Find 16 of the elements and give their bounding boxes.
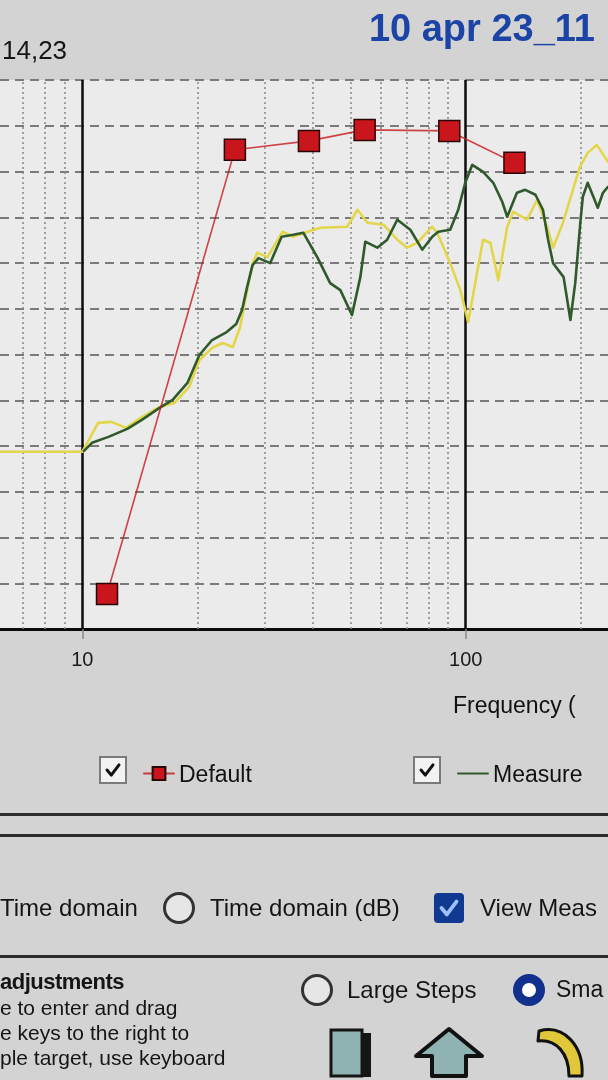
- legend-label: Default: [179, 760, 253, 787]
- text: Large Steps: [347, 975, 477, 1004]
- text: Time domain: [0, 893, 138, 922]
- text: Time domain (dB): [210, 893, 400, 922]
- x-tick-label: 100: [449, 648, 483, 670]
- x-axis-title: Frequency (: [453, 691, 577, 718]
- text: e keys to the right to: [0, 1021, 190, 1045]
- legend-label: Measure: [493, 760, 583, 787]
- text: e to enter and drag: [0, 996, 178, 1020]
- text: ple target, use keyboard: [0, 1046, 226, 1070]
- text: Sma: [556, 976, 604, 1003]
- text: adjustments: [0, 968, 125, 995]
- text: View Meas: [480, 893, 597, 922]
- chart-title: 10 apr 23_11: [368, 7, 595, 49]
- text: 14,23: [2, 34, 68, 65]
- x-tick-label: 10: [71, 648, 94, 670]
